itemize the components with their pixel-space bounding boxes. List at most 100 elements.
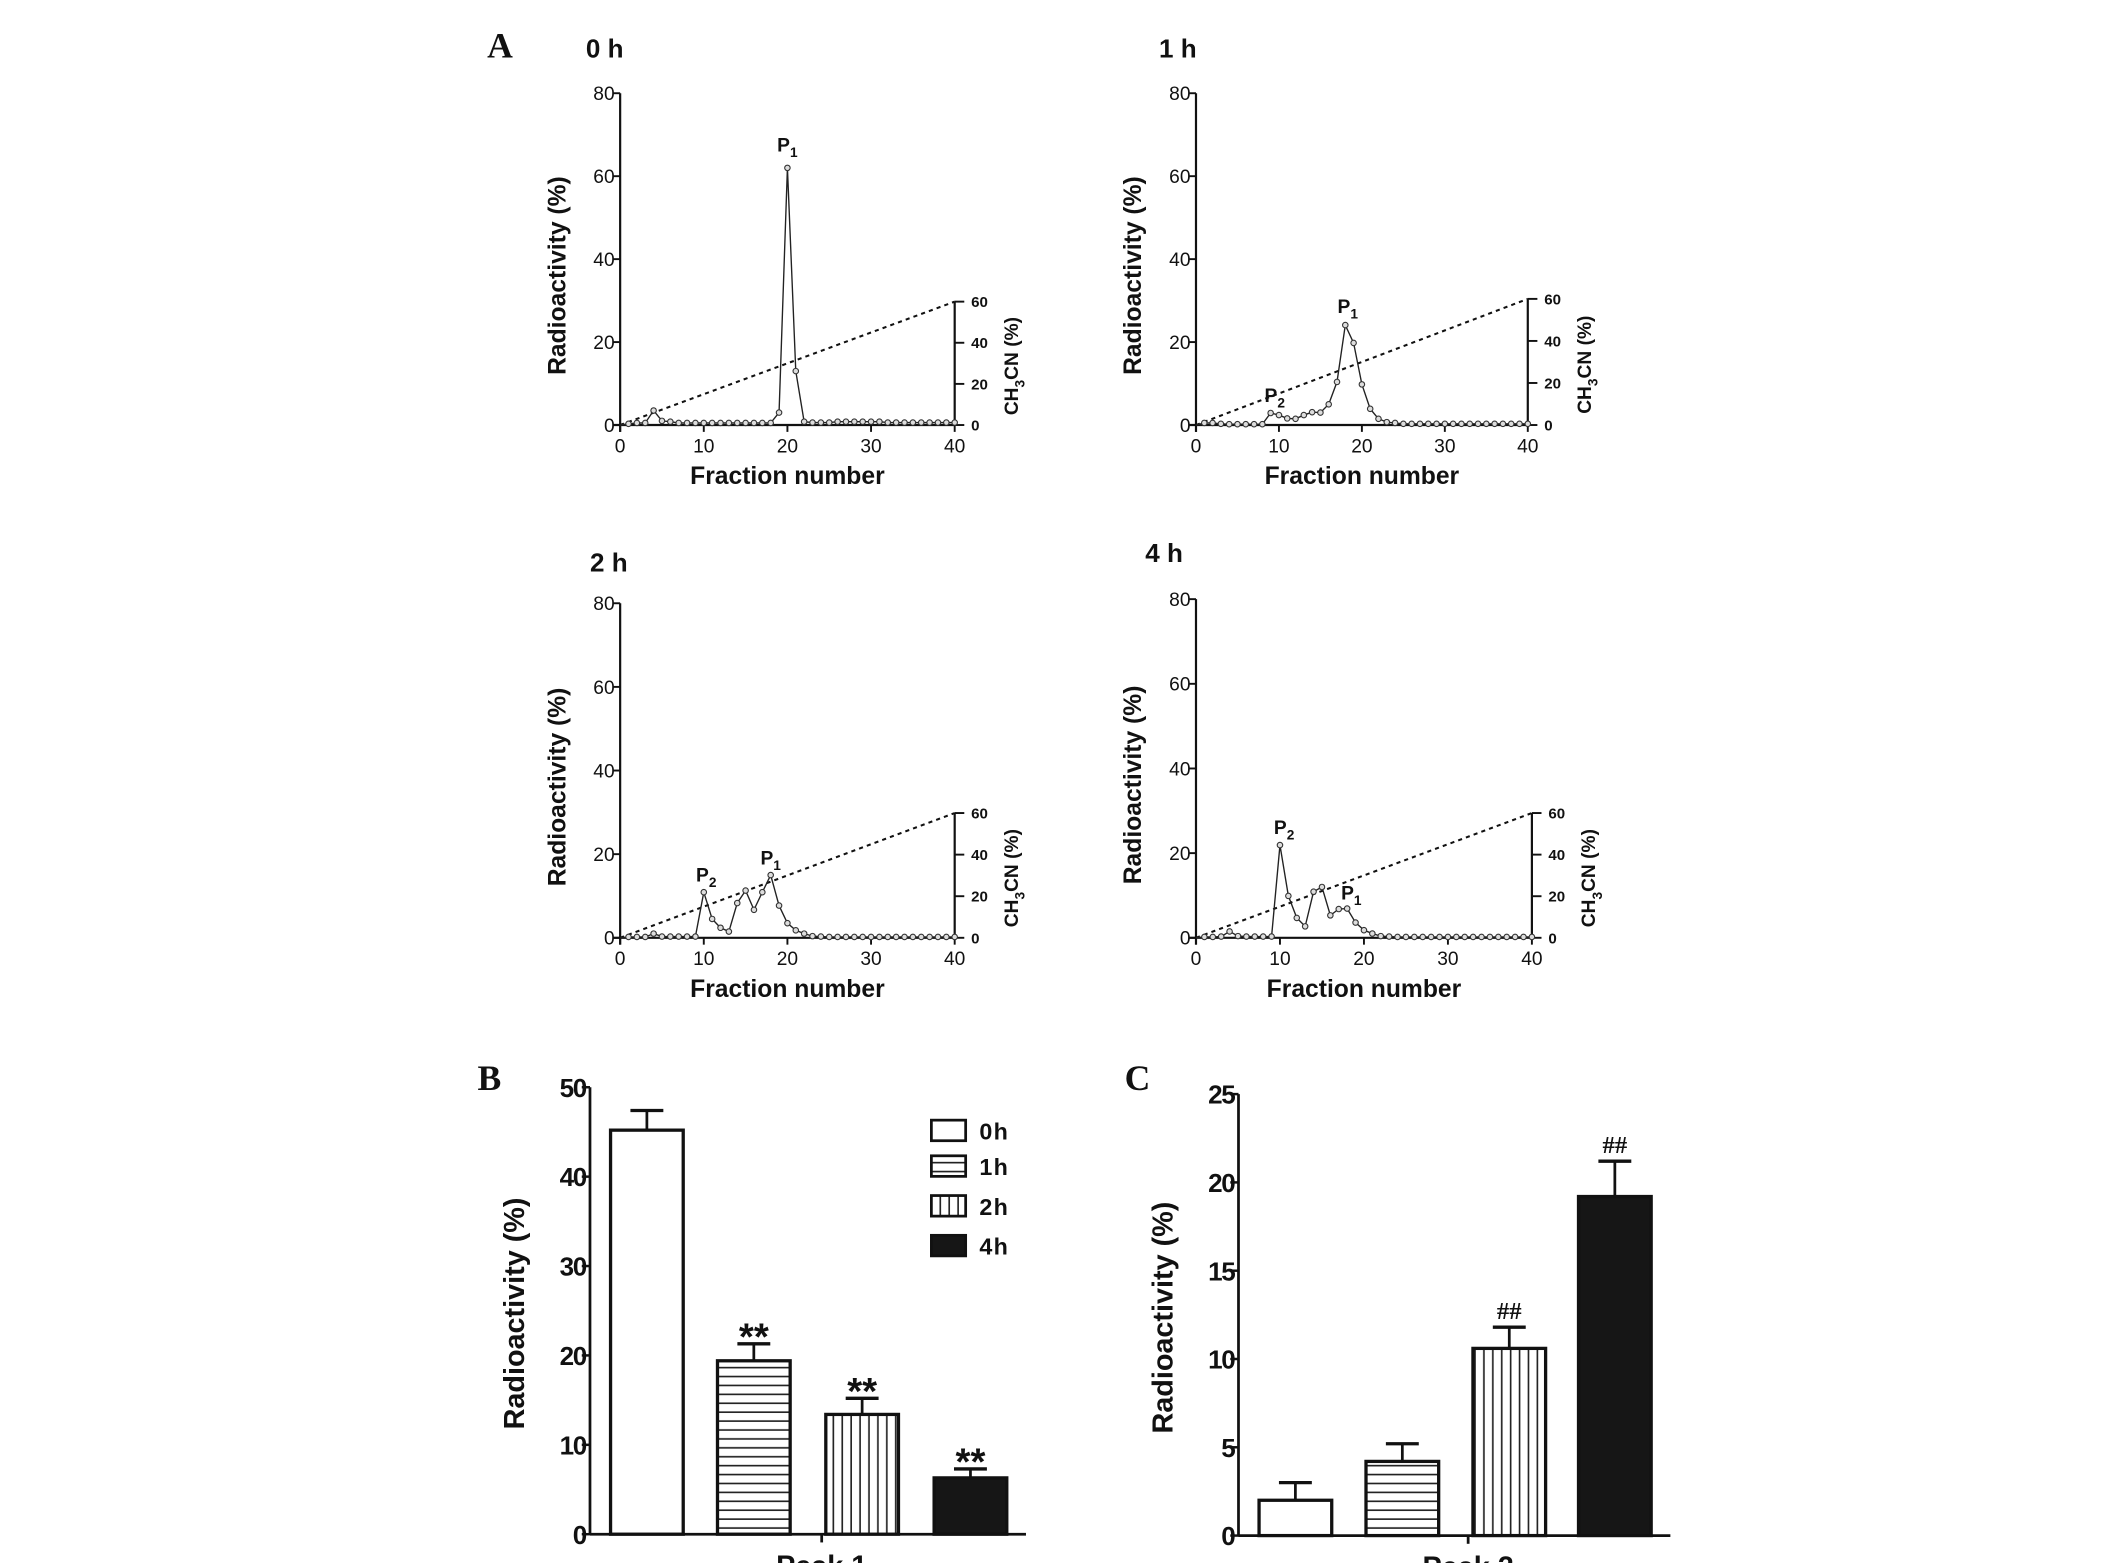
data-point — [742, 419, 749, 427]
data-point — [1259, 933, 1267, 940]
legend-swatch — [930, 1233, 968, 1258]
y-tick-label: 5 — [1221, 1433, 1235, 1463]
data-point — [1335, 905, 1343, 913]
data-point — [1342, 321, 1349, 329]
data-point — [1385, 933, 1393, 940]
y2-tick-label: 0 — [971, 418, 979, 435]
data-point — [1250, 420, 1258, 428]
y-tick-label: 60 — [1169, 675, 1190, 696]
data-point — [1427, 933, 1435, 941]
y2-axis-label: CH3CN (%) — [1579, 829, 1605, 927]
x-tick-label: 20 — [777, 949, 798, 970]
y2-axis-label: CH3CN (%) — [1002, 829, 1028, 927]
bar-4h — [932, 1476, 1009, 1536]
data-point — [1317, 409, 1324, 416]
data-point — [809, 419, 816, 426]
significance-marker: ## — [1497, 1298, 1522, 1325]
chart-title: 1 h — [1159, 34, 1197, 64]
data-point — [892, 933, 900, 941]
data-point — [1408, 420, 1415, 428]
y2-label-part: CN (%) — [1002, 317, 1023, 380]
y2-tick-label: 20 — [1544, 375, 1561, 392]
bar-0h — [608, 1128, 685, 1536]
y-tick-label: 10 — [560, 1430, 587, 1460]
chart-panel-2: 2 h 0 20 40 60 80 0 10 20 30 40 0 20 40 60 Fraction num… — [544, 548, 1027, 1003]
y-tick-label: 0 — [604, 929, 615, 950]
data-point — [1424, 420, 1432, 428]
data-point — [1267, 409, 1274, 417]
data-point — [842, 933, 850, 941]
data-point — [884, 933, 892, 941]
data-point — [943, 933, 950, 941]
data-point — [625, 933, 632, 941]
significance-marker: ** — [956, 1440, 986, 1483]
y-tick-label: 80 — [1169, 84, 1190, 105]
data-point — [1369, 930, 1376, 937]
y2-tick-label: 40 — [1544, 333, 1561, 350]
data-point — [1503, 933, 1510, 941]
x-tick-label: 40 — [1521, 949, 1542, 970]
chart-panel-1: 1 h 0 20 40 60 80 0 10 20 30 40 0 20 40 60 Fraction num… — [1120, 34, 1601, 490]
panel-letter-b: B — [478, 1058, 502, 1098]
data-point — [934, 419, 942, 426]
peak-label-subscript: 2 — [1287, 828, 1295, 843]
y2-tick-label: 60 — [971, 294, 988, 311]
data-point — [1416, 420, 1424, 428]
data-point — [641, 419, 649, 427]
data-point — [1327, 912, 1334, 919]
data-point — [725, 928, 733, 935]
x-axis-label: Peak 2 — [1423, 1552, 1514, 1563]
data-point — [775, 902, 783, 909]
data-point — [650, 930, 657, 937]
peak-label-subscript: 1 — [773, 858, 781, 873]
peak-label-subscript: 1 — [1354, 893, 1362, 908]
peak-label-text: P — [1274, 818, 1287, 839]
peak-label: P2 — [696, 865, 717, 889]
data-point — [1275, 411, 1283, 419]
data-point — [917, 419, 925, 426]
data-point — [784, 164, 791, 172]
data-point — [825, 933, 833, 941]
data-point — [851, 418, 858, 425]
y-tick-label: 20 — [1208, 1168, 1235, 1198]
data-point — [725, 419, 733, 427]
data-point — [1201, 933, 1208, 941]
x-tick-label: 40 — [944, 949, 965, 970]
series-line — [1195, 844, 1532, 939]
data-point — [1300, 411, 1308, 419]
y-tick-label: 10 — [1208, 1345, 1235, 1375]
data-point — [708, 915, 716, 923]
data-point — [1352, 919, 1359, 926]
series-line — [1195, 322, 1528, 426]
x-axis-label: Peak 1 — [776, 1550, 867, 1563]
x-tick-label: 30 — [860, 436, 881, 457]
y2-label-part: CN (%) — [1002, 829, 1023, 892]
data-point — [859, 418, 866, 425]
data-point — [1516, 420, 1523, 428]
data-point — [759, 419, 766, 427]
data-point — [767, 871, 774, 879]
data-point — [1251, 933, 1259, 940]
data-point — [1461, 933, 1469, 941]
y2-tick-label: 0 — [1544, 418, 1552, 435]
y-tick-label: 20 — [560, 1341, 587, 1371]
data-point — [1383, 418, 1391, 426]
bar-4h — [1576, 1194, 1653, 1538]
data-point — [675, 419, 682, 427]
chart-panel-3: 4 h 0 20 40 60 80 0 10 20 30 40 0 20 40 60 Fraction num… — [1120, 538, 1605, 1003]
data-point — [1377, 932, 1385, 940]
y2-label-part: CH — [1579, 900, 1600, 928]
data-point — [825, 419, 833, 426]
data-point — [742, 887, 749, 894]
y-tick-label: 60 — [593, 678, 614, 699]
data-point — [800, 418, 808, 425]
data-point — [1350, 339, 1357, 347]
data-point — [1209, 933, 1217, 941]
data-point — [733, 899, 741, 907]
data-point — [926, 933, 933, 941]
data-point — [1411, 933, 1418, 941]
data-point — [1343, 905, 1351, 912]
data-point — [700, 419, 708, 427]
data-point — [1491, 420, 1498, 428]
y-tick-label: 25 — [1208, 1080, 1235, 1110]
